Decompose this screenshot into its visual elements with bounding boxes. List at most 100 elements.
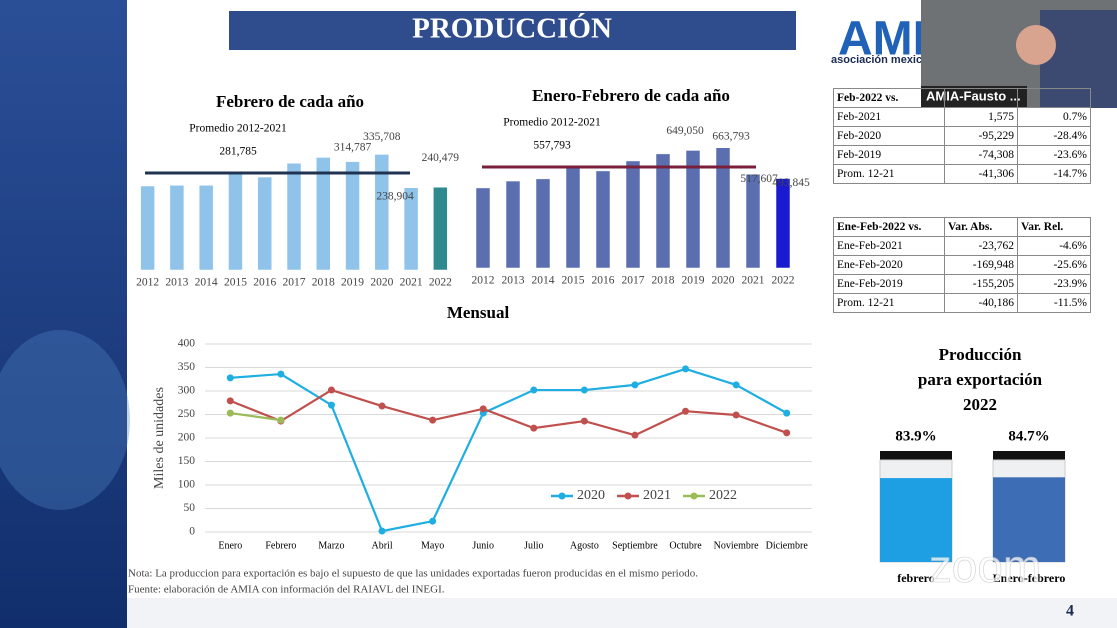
bar xyxy=(228,174,243,271)
x-tick-label: Junio xyxy=(472,540,494,551)
y-tick-label: 0 xyxy=(189,526,195,538)
table-cell: -28.4% xyxy=(1017,126,1091,146)
table-cell: 1,575 xyxy=(944,107,1018,127)
x-tick-label: 2017 xyxy=(283,277,306,289)
point xyxy=(327,401,335,409)
x-tick-label: 2020 xyxy=(370,277,393,289)
point xyxy=(631,431,639,439)
y-tick-label: 250 xyxy=(178,408,196,420)
point xyxy=(226,409,234,417)
data-label: 240,479 xyxy=(422,152,460,164)
bar xyxy=(169,185,185,271)
point xyxy=(530,424,538,432)
table-cell: Ene-Feb-2020 xyxy=(833,255,945,275)
bar xyxy=(775,178,791,269)
table-cell: -23.6% xyxy=(1017,145,1091,165)
table-header: Var. Abs. xyxy=(944,217,1018,237)
bar xyxy=(433,186,448,271)
bar xyxy=(625,160,641,269)
table-header xyxy=(944,88,1018,108)
x-tick-label: 2015 xyxy=(224,277,247,289)
average-label: 557,793 xyxy=(533,140,571,152)
x-tick-label: 2021 xyxy=(400,277,423,289)
x-tick-label: 2018 xyxy=(652,275,675,287)
table-cell: -74,308 xyxy=(944,145,1018,165)
data-label: 649,050 xyxy=(666,125,704,137)
bar xyxy=(286,163,302,271)
x-tick-label: 2013 xyxy=(165,277,188,289)
point xyxy=(631,381,639,389)
legend-marker xyxy=(690,492,698,500)
x-tick-label: 2013 xyxy=(502,275,525,287)
bar xyxy=(715,147,731,269)
footer xyxy=(127,598,1117,628)
table-cell: -25.6% xyxy=(1017,255,1091,275)
table-cell: Feb-2020 xyxy=(833,126,945,146)
table-cell: Feb-2021 xyxy=(833,107,945,127)
point xyxy=(732,411,740,419)
chart-title: para exportación xyxy=(918,370,1043,389)
table-cell: Prom. 12-21 xyxy=(833,164,945,184)
point xyxy=(327,386,335,394)
legend-label: 2022 xyxy=(709,488,737,503)
note: Nota: La produccion para exportación es … xyxy=(128,568,698,580)
legend-marker xyxy=(558,492,566,500)
x-tick-label: 2017 xyxy=(622,275,645,287)
table-cell: -169,948 xyxy=(944,255,1018,275)
x-tick-label: Abril xyxy=(371,540,392,551)
series-line xyxy=(229,388,788,437)
table-cell: Ene-Feb-2021 xyxy=(833,236,945,256)
x-tick-label: Noviembre xyxy=(714,540,760,551)
point xyxy=(580,386,588,394)
video-face xyxy=(1016,25,1056,65)
battery-cap xyxy=(880,451,952,460)
y-tick-label: 400 xyxy=(178,338,196,350)
table-cell: -4.6% xyxy=(1017,236,1091,256)
data-label: 663,793 xyxy=(712,130,750,142)
table-cell: Ene-Feb-2019 xyxy=(833,274,945,294)
bar xyxy=(535,178,551,269)
bar xyxy=(685,150,701,269)
y-tick-label: 200 xyxy=(178,432,196,444)
table-cell: -41,306 xyxy=(944,164,1018,184)
data-label: 83.9% xyxy=(895,428,936,444)
table-cell: -23,762 xyxy=(944,236,1018,256)
x-tick-label: 2016 xyxy=(592,275,615,287)
table-cell: Prom. 12-21 xyxy=(833,293,945,313)
x-tick-label: Julio xyxy=(524,540,543,551)
y-tick-label: 300 xyxy=(178,385,196,397)
chart-title: Enero-Febrero de cada año xyxy=(532,86,730,105)
x-tick-label: Octubre xyxy=(669,540,702,551)
point xyxy=(378,527,386,535)
bar xyxy=(316,157,331,271)
bar xyxy=(655,153,671,269)
source: Fuente: elaboración de AMIA con informac… xyxy=(128,584,445,596)
table: Feb-2022 vs. Feb-2021 1,575 0.7% Feb-2020 -95… xyxy=(833,88,1091,184)
point xyxy=(378,402,386,410)
series-line xyxy=(230,412,282,422)
logo-caption: asociación mexic xyxy=(831,54,922,66)
bar xyxy=(505,180,521,269)
point xyxy=(682,365,690,373)
bar xyxy=(745,173,761,269)
average-label: 281,785 xyxy=(219,146,257,158)
bar xyxy=(257,176,272,271)
bar xyxy=(475,187,491,269)
legend-label: 2021 xyxy=(643,488,671,503)
y-tick-label: 100 xyxy=(178,479,196,491)
point xyxy=(429,416,437,424)
x-tick-label: 2019 xyxy=(682,275,705,287)
table-cell: 0.7% xyxy=(1017,107,1091,127)
table-header xyxy=(1017,88,1091,108)
x-tick-label: 2016 xyxy=(253,277,276,289)
bar xyxy=(345,161,360,271)
x-tick-label: Febrero xyxy=(265,540,296,551)
point xyxy=(277,416,285,424)
x-tick-label: 2014 xyxy=(532,275,555,287)
y-axis-title: Miles de unidades xyxy=(152,387,167,489)
x-tick-label: 2020 xyxy=(712,275,735,287)
series-line xyxy=(230,367,788,533)
legend-label: 2020 xyxy=(577,488,605,503)
battery-fill xyxy=(880,478,952,562)
point xyxy=(429,517,437,525)
